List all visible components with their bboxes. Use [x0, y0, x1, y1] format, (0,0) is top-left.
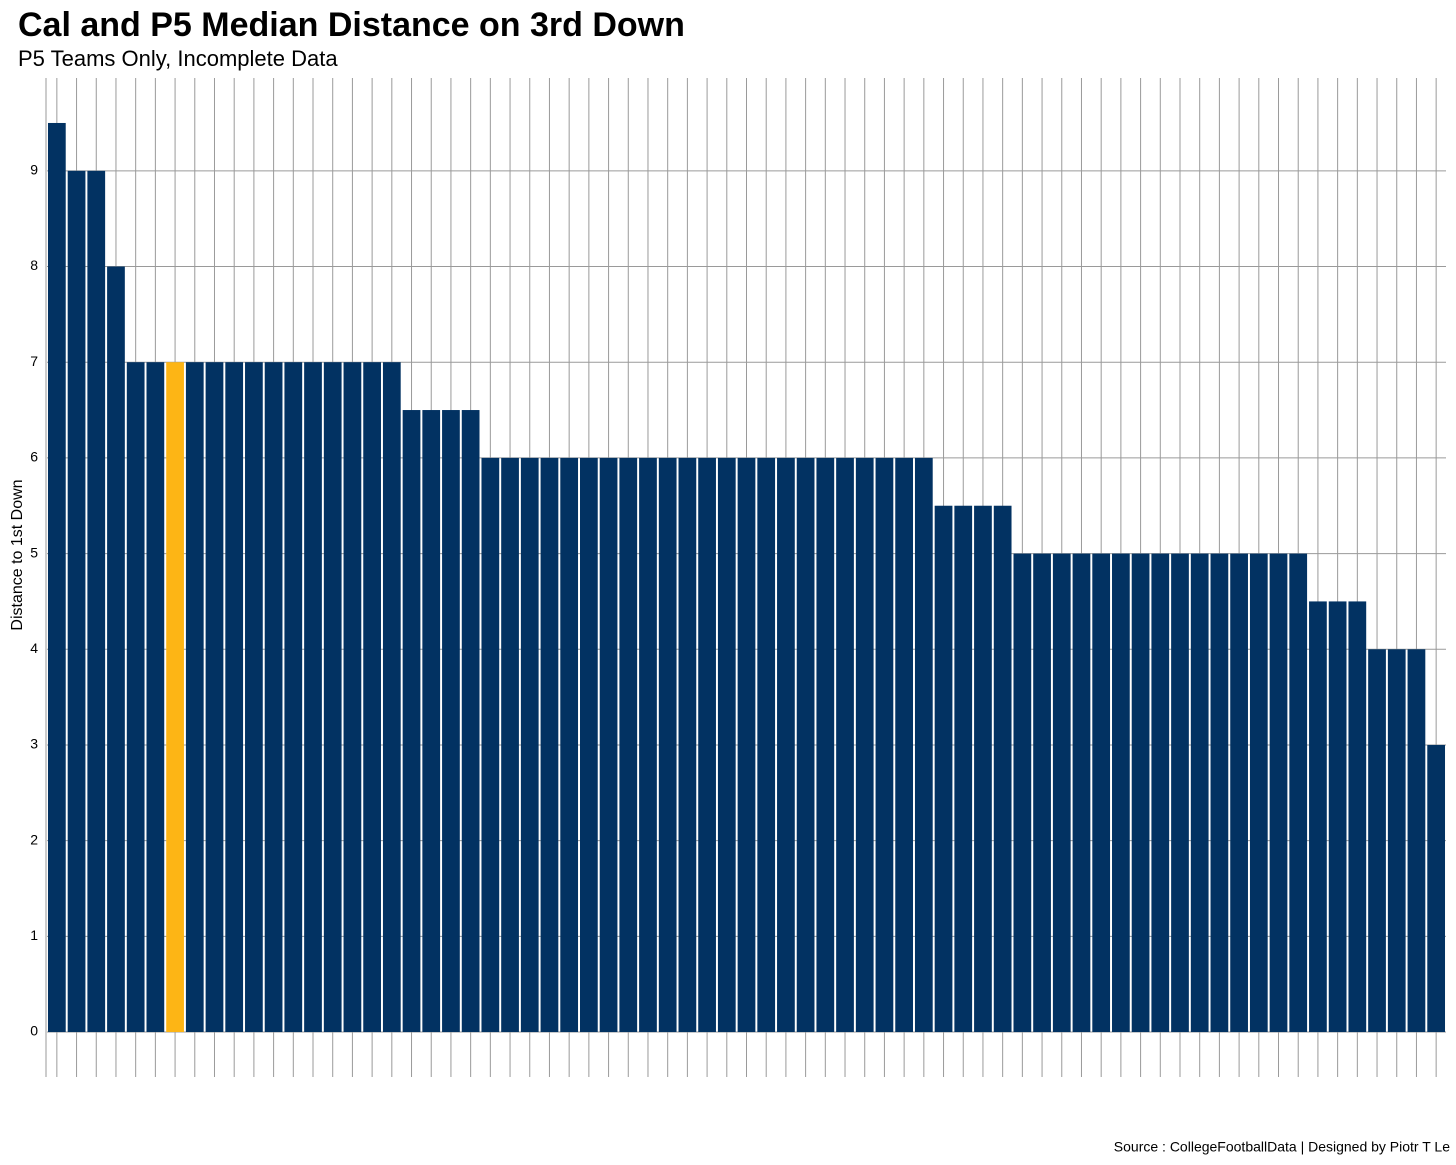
- bar: [895, 457, 914, 1033]
- bar: [1348, 601, 1367, 1033]
- y-tick-label: 0: [30, 1023, 38, 1039]
- bar: [836, 457, 854, 1033]
- bar: [1013, 553, 1032, 1033]
- bar: [1230, 553, 1248, 1033]
- bar: [422, 410, 441, 1033]
- bar: [1427, 744, 1446, 1033]
- bar: [146, 362, 165, 1033]
- y-tick-label: 9: [30, 162, 38, 178]
- bar: [1368, 649, 1386, 1033]
- bar: [855, 457, 874, 1033]
- bar: [481, 457, 500, 1033]
- bar: [974, 505, 992, 1033]
- y-tick-label: 2: [30, 831, 38, 847]
- bar: [757, 457, 776, 1033]
- bar: [599, 457, 618, 1033]
- bar: [1269, 553, 1288, 1033]
- bar: [579, 457, 598, 1033]
- caption: Source : CollegeFootballData | Designed …: [1114, 1139, 1450, 1155]
- bar: [107, 266, 125, 1033]
- bar: [87, 170, 106, 1033]
- bar: [1289, 553, 1308, 1033]
- bar: [658, 457, 677, 1033]
- bar: [126, 362, 145, 1033]
- bar: [166, 362, 184, 1033]
- bar: [540, 457, 559, 1033]
- bar: [934, 505, 953, 1033]
- bar: [205, 362, 224, 1033]
- bar: [678, 457, 697, 1033]
- bar: [520, 457, 539, 1033]
- bar: [1387, 649, 1406, 1033]
- bar: [619, 457, 638, 1033]
- bar: [1249, 553, 1268, 1033]
- y-tick-label: 5: [30, 544, 38, 560]
- bar: [777, 457, 795, 1033]
- bar: [1052, 553, 1071, 1033]
- y-tick-label: 4: [30, 640, 38, 656]
- chart-title: Cal and P5 Median Distance on 3rd Down: [18, 6, 685, 44]
- bar: [717, 457, 736, 1033]
- y-tick-label: 8: [30, 257, 38, 273]
- bar: [1033, 553, 1051, 1033]
- bar: [245, 362, 263, 1033]
- bar: [560, 457, 579, 1033]
- bar: [1171, 553, 1189, 1033]
- bar: [343, 362, 362, 1033]
- y-tick-label: 3: [30, 736, 38, 752]
- bar: [1328, 601, 1347, 1033]
- bar: [323, 362, 342, 1033]
- y-tick-label: 6: [30, 449, 38, 465]
- y-tick-label: 1: [30, 927, 38, 943]
- bar: [914, 457, 933, 1033]
- bar: [264, 362, 283, 1033]
- bar: [1112, 553, 1130, 1033]
- bar: [993, 505, 1012, 1033]
- bar: [47, 122, 66, 1033]
- bar: [1210, 553, 1229, 1033]
- bar: [1190, 553, 1209, 1033]
- bar: [382, 362, 401, 1033]
- bar: [737, 457, 756, 1033]
- bar: [1072, 553, 1091, 1033]
- bar: [442, 410, 460, 1033]
- bar: [1092, 553, 1111, 1033]
- bar: [225, 362, 244, 1033]
- bar: [185, 362, 204, 1033]
- bar: [284, 362, 303, 1033]
- bar: [639, 457, 657, 1033]
- bar: [796, 457, 815, 1033]
- bar: [954, 505, 973, 1033]
- y-tick-label: 7: [30, 353, 38, 369]
- bar: [67, 170, 86, 1033]
- bar: [816, 457, 835, 1033]
- bar: [1407, 649, 1426, 1033]
- bar: [1151, 553, 1170, 1033]
- bar: [875, 457, 894, 1033]
- bar: [304, 362, 322, 1033]
- bar: [1131, 553, 1150, 1033]
- bar: [363, 362, 381, 1033]
- bar: [402, 410, 421, 1033]
- chart-subtitle: P5 Teams Only, Incomplete Data: [18, 46, 338, 71]
- y-axis-label: Distance to 1st Down: [9, 479, 26, 630]
- bar: [698, 457, 716, 1033]
- bar: [461, 410, 480, 1033]
- bar: [501, 457, 519, 1033]
- bar: [1309, 601, 1327, 1033]
